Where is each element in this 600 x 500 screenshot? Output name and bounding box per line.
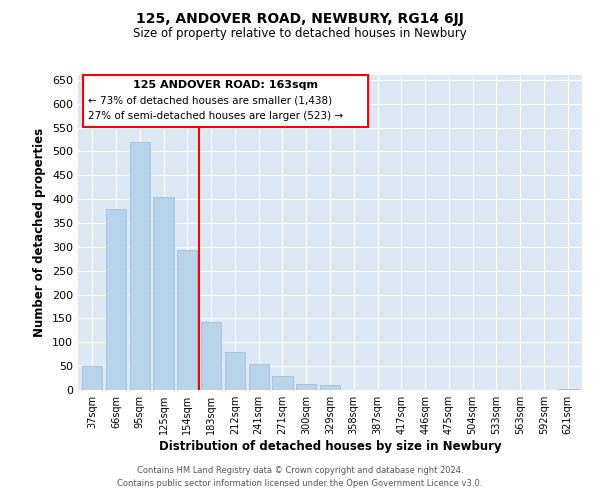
Text: ← 73% of detached houses are smaller (1,438): ← 73% of detached houses are smaller (1,… [88,96,332,106]
X-axis label: Distribution of detached houses by size in Newbury: Distribution of detached houses by size … [158,440,502,453]
Bar [177,250,197,390]
Text: Contains HM Land Registry data © Crown copyright and database right 2024.
Contai: Contains HM Land Registry data © Crown c… [118,466,482,487]
Text: 125 ANDOVER ROAD: 163sqm: 125 ANDOVER ROAD: 163sqm [133,80,318,90]
Bar [320,385,340,390]
Bar [557,388,578,390]
Bar [82,366,103,390]
FancyBboxPatch shape [83,75,368,127]
Bar [106,208,126,390]
Text: 27% of semi-detached houses are larger (523) →: 27% of semi-detached houses are larger (… [88,111,343,121]
Bar [154,196,173,390]
Bar [248,364,269,390]
Bar [296,384,316,390]
Y-axis label: Number of detached properties: Number of detached properties [34,128,46,337]
Bar [272,376,293,390]
Text: Size of property relative to detached houses in Newbury: Size of property relative to detached ho… [133,28,467,40]
Text: 125, ANDOVER ROAD, NEWBURY, RG14 6JJ: 125, ANDOVER ROAD, NEWBURY, RG14 6JJ [136,12,464,26]
Bar [201,322,221,390]
Bar [225,352,245,390]
Bar [130,142,150,390]
